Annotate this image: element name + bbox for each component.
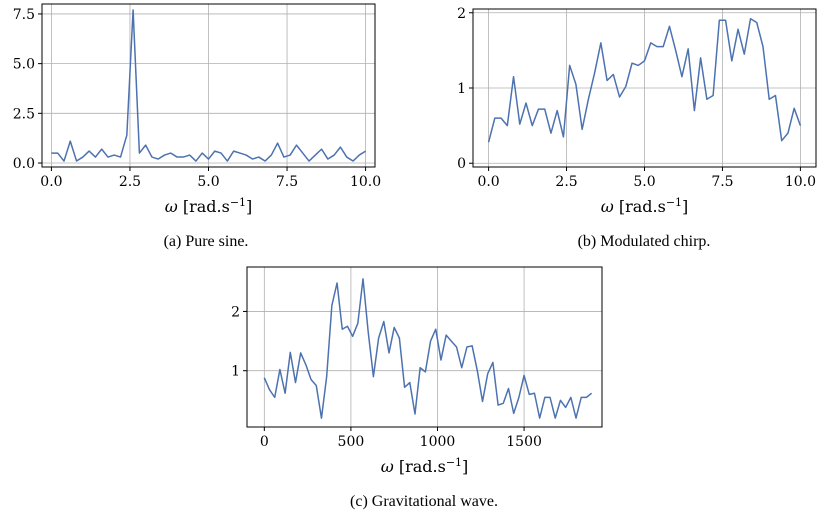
x-tick-label: 5.0 bbox=[633, 174, 655, 190]
y-tick-label: 1 bbox=[231, 364, 240, 380]
y-tick-label: 0 bbox=[457, 156, 466, 172]
x-axis-label: ω [rad.s−1] bbox=[601, 196, 689, 217]
x-axis-label: ω [rad.s−1] bbox=[381, 456, 469, 477]
plot-frame bbox=[246, 266, 603, 428]
x-tick-label: 7.5 bbox=[711, 174, 733, 190]
series-line bbox=[263, 278, 593, 419]
y-tick-label: 2 bbox=[457, 6, 466, 22]
x-tick-label: 10.0 bbox=[350, 174, 381, 190]
panel-caption: (b) Modulated chirp. bbox=[578, 233, 711, 250]
x-tick-label: 2.5 bbox=[119, 174, 141, 190]
panel-gravitational-wave: 0 500 1000 1500 1 2 ω [rad.s−1] (c) Gravitation… bbox=[231, 266, 603, 510]
series-line bbox=[51, 9, 366, 162]
y-tick-label: 7.5 bbox=[13, 7, 35, 23]
x-tick-label: 0.0 bbox=[477, 174, 499, 190]
x-tick-label: 2.5 bbox=[555, 174, 577, 190]
y-tick-label: 2.5 bbox=[13, 106, 35, 122]
x-tick-label: 5.0 bbox=[197, 174, 219, 190]
panel-pure-sine: 0.0 2.5 5.0 7.5 10.0 0.0 2.5 5.0 7.5 ω [rad.s−1] (… bbox=[13, 3, 381, 250]
y-tick-label: 5.0 bbox=[13, 57, 35, 73]
x-tick-label: 1000 bbox=[420, 434, 456, 450]
x-axis-label: ω [rad.s−1] bbox=[165, 196, 253, 217]
panel-caption: (a) Pure sine. bbox=[164, 233, 249, 250]
x-tick-label: 0.0 bbox=[40, 174, 62, 190]
panel-caption: (c) Gravitational wave. bbox=[350, 493, 498, 510]
x-tick-label: 7.5 bbox=[276, 174, 298, 190]
y-tick-label: 0.0 bbox=[13, 156, 35, 172]
x-tick-label: 0 bbox=[260, 434, 269, 450]
series-line bbox=[487, 18, 802, 143]
x-tick-label: 500 bbox=[338, 434, 365, 450]
y-tick-label: 1 bbox=[457, 81, 466, 97]
x-tick-label: 1500 bbox=[506, 434, 542, 450]
panel-modulated-chirp: 0.0 2.5 5.0 7.5 10.0 0 1 2 ω [rad.s−1] (b) Modula… bbox=[457, 6, 817, 250]
x-tick-label: 10.0 bbox=[785, 174, 816, 190]
y-tick-label: 2 bbox=[231, 304, 240, 320]
